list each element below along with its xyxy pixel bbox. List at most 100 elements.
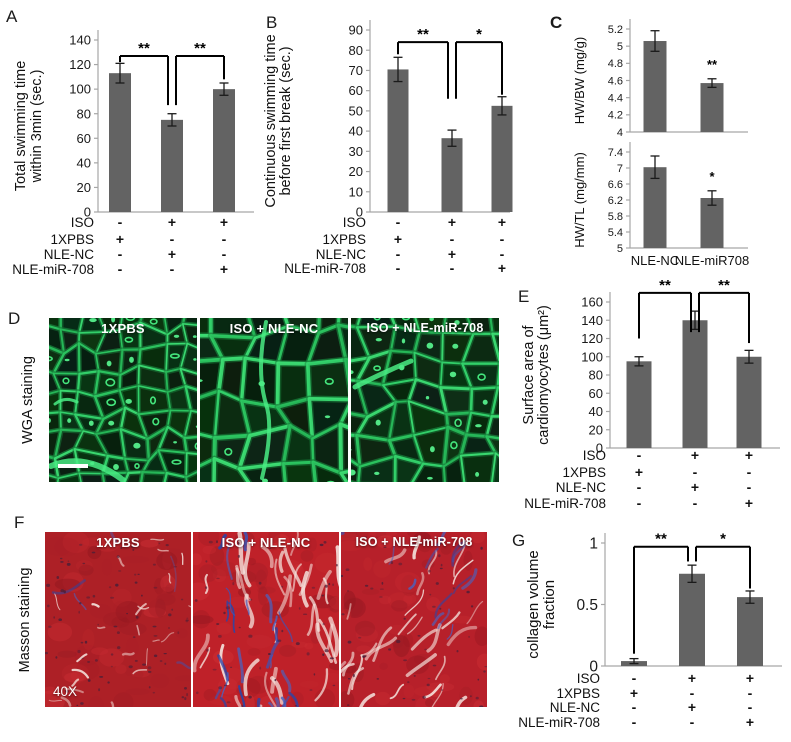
significance-bracket bbox=[119, 54, 169, 106]
condition-sign: + bbox=[448, 246, 456, 262]
condition-sign: - bbox=[747, 479, 752, 495]
condition-row: 1XPBS + - - bbox=[322, 231, 504, 247]
condition-sign: + bbox=[220, 261, 228, 277]
condition-sign: - bbox=[748, 685, 753, 701]
chart-A: 0 20 40 60 80 100 120 140 Total swimming time wit… bbox=[12, 30, 254, 277]
y-tick-label: 6.2 bbox=[608, 195, 623, 207]
wga-texture-svg bbox=[49, 318, 197, 482]
y-tick-label: 90 bbox=[349, 23, 363, 38]
y-axis: 5 5.4 5.8 6.2 6.6 7 7.4 bbox=[608, 142, 748, 255]
error-bar bbox=[167, 113, 177, 127]
y-axis: 0 20 40 60 80 100 120 140 bbox=[69, 30, 254, 220]
condition-row: ISO - + + bbox=[71, 214, 228, 230]
wga-image-iso-nle-nc: ISO + NLE-NC bbox=[200, 318, 348, 482]
wga-image-label-1: 1XPBS bbox=[101, 321, 145, 336]
condition-row: NLE-miR-708 - - + bbox=[284, 260, 506, 276]
y-tick-label: 7.4 bbox=[608, 147, 623, 159]
condition-sign: - bbox=[118, 246, 123, 262]
masson-image-label-1: 1XPBS bbox=[96, 535, 140, 550]
significance-label: ** bbox=[655, 531, 667, 548]
y-axis-title: HW/BW (mg/g) bbox=[572, 37, 587, 124]
significance-label: * bbox=[476, 26, 482, 43]
panel-d-side-label: WGA staining bbox=[20, 356, 36, 444]
panel-b: B 0 10 20 30 40 50 60 70 80 90 Continuous swimming… bbox=[258, 6, 520, 278]
y-tick-label: 4.8 bbox=[608, 58, 623, 70]
condition-sign: - bbox=[222, 231, 227, 247]
condition-sign: - bbox=[500, 246, 505, 262]
bar bbox=[643, 167, 667, 248]
condition-row: NLE-NC - + - bbox=[550, 699, 753, 715]
condition-row: ISO - + + bbox=[343, 214, 506, 230]
error-bar bbox=[650, 155, 660, 180]
error-bar bbox=[393, 56, 403, 83]
x-category-label: NLE-miR708 bbox=[675, 253, 749, 268]
condition-sign: + bbox=[745, 495, 753, 511]
panel-d: D WGA staining 1XPBS ISO + NLE-NC ISO + … bbox=[6, 300, 506, 490]
condition-sign: + bbox=[498, 260, 506, 276]
condition-sign: + bbox=[116, 231, 124, 247]
masson-image-iso-nle-mir-708: ISO + NLE-miR-708 bbox=[341, 532, 487, 707]
error-bar bbox=[707, 78, 717, 89]
condition-sign: - bbox=[170, 261, 175, 277]
condition-sign: - bbox=[632, 699, 637, 715]
condition-sign: - bbox=[396, 214, 401, 230]
condition-label: NLE-NC bbox=[316, 247, 367, 262]
condition-sign: - bbox=[396, 260, 401, 276]
y-tick-label: 50 bbox=[349, 103, 363, 118]
condition-sign: - bbox=[690, 714, 695, 730]
condition-row: NLE-NC - + - bbox=[316, 246, 505, 262]
panel-e: E 0 20 40 60 80 100 120 140 160 Surface area of ca… bbox=[512, 277, 790, 516]
y-tick-label: 5.8 bbox=[608, 211, 623, 223]
bar bbox=[736, 356, 762, 448]
bar bbox=[387, 69, 409, 212]
wga-micrograph-texture bbox=[49, 318, 197, 482]
bar bbox=[491, 105, 513, 212]
condition-label: 1XPBS bbox=[322, 232, 366, 247]
condition-sign: - bbox=[118, 261, 123, 277]
panel-c-letter: C bbox=[550, 13, 563, 32]
wga-micrograph-texture bbox=[200, 318, 348, 482]
y-tick-label: 40 bbox=[589, 404, 603, 419]
condition-sign: - bbox=[637, 479, 642, 495]
y-tick-label: 160 bbox=[581, 295, 603, 310]
y-tick-label: 80 bbox=[349, 43, 363, 58]
y-tick-label: 100 bbox=[69, 82, 91, 97]
panel-d-letter: D bbox=[8, 309, 21, 328]
panel-c-chart-hwtl: 5 5.4 5.8 6.2 6.6 7 7.4 HW/TL (mg/mm) * NLE-NC NLE… bbox=[520, 138, 760, 290]
y-tick-label: 80 bbox=[77, 106, 91, 121]
wga-image-label-3: ISO + NLE-miR-708 bbox=[366, 321, 484, 335]
wga-image-iso-nle-mir-708: ISO + NLE-miR-708 bbox=[351, 318, 499, 482]
y-tick-label: 60 bbox=[349, 83, 363, 98]
bar bbox=[626, 361, 652, 448]
condition-row: ISO - + + bbox=[577, 670, 754, 686]
panel-f-side-label: Masson staining bbox=[17, 567, 33, 673]
condition-sign: + bbox=[168, 246, 176, 262]
wga-micrograph-texture bbox=[351, 318, 499, 482]
y-tick-label: 20 bbox=[77, 180, 91, 195]
panel-f-letter: F bbox=[14, 513, 25, 532]
panel-f: F Masson staining 1XPBS 40X ISO + NLE-NC… bbox=[6, 512, 518, 714]
condition-label: NLE-miR-708 bbox=[12, 262, 94, 277]
condition-row: 1XPBS + - - bbox=[562, 464, 751, 480]
y-tick-label: 4.4 bbox=[608, 93, 623, 105]
condition-sign: - bbox=[118, 214, 123, 230]
condition-label: ISO bbox=[71, 215, 94, 230]
y-tick-label: 1 bbox=[589, 535, 598, 552]
bar bbox=[679, 573, 705, 666]
condition-sign: - bbox=[632, 670, 637, 686]
panel-b-letter: B bbox=[266, 13, 278, 32]
y-axis-title: HW/TL (mg/mm) bbox=[572, 152, 587, 248]
condition-sign: + bbox=[688, 699, 696, 715]
condition-sign: - bbox=[170, 231, 175, 247]
bar bbox=[161, 119, 183, 212]
condition-sign: - bbox=[693, 495, 698, 511]
condition-row: 1XPBS + - - bbox=[556, 685, 752, 701]
y-tick-label: 4.6 bbox=[608, 75, 623, 87]
condition-sign: + bbox=[746, 714, 754, 730]
error-bar bbox=[650, 30, 660, 52]
condition-sign: - bbox=[748, 699, 753, 715]
wga-texture-svg bbox=[200, 318, 348, 482]
panel-c-chart-hwbw: 4 4.2 4.4 4.6 4.8 5 5.2 HW/BW (mg/g) ** bbox=[520, 8, 760, 139]
y-tick-label: 4.2 bbox=[608, 110, 623, 122]
